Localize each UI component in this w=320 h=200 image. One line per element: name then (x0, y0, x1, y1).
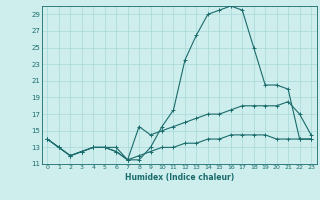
X-axis label: Humidex (Indice chaleur): Humidex (Indice chaleur) (124, 173, 234, 182)
